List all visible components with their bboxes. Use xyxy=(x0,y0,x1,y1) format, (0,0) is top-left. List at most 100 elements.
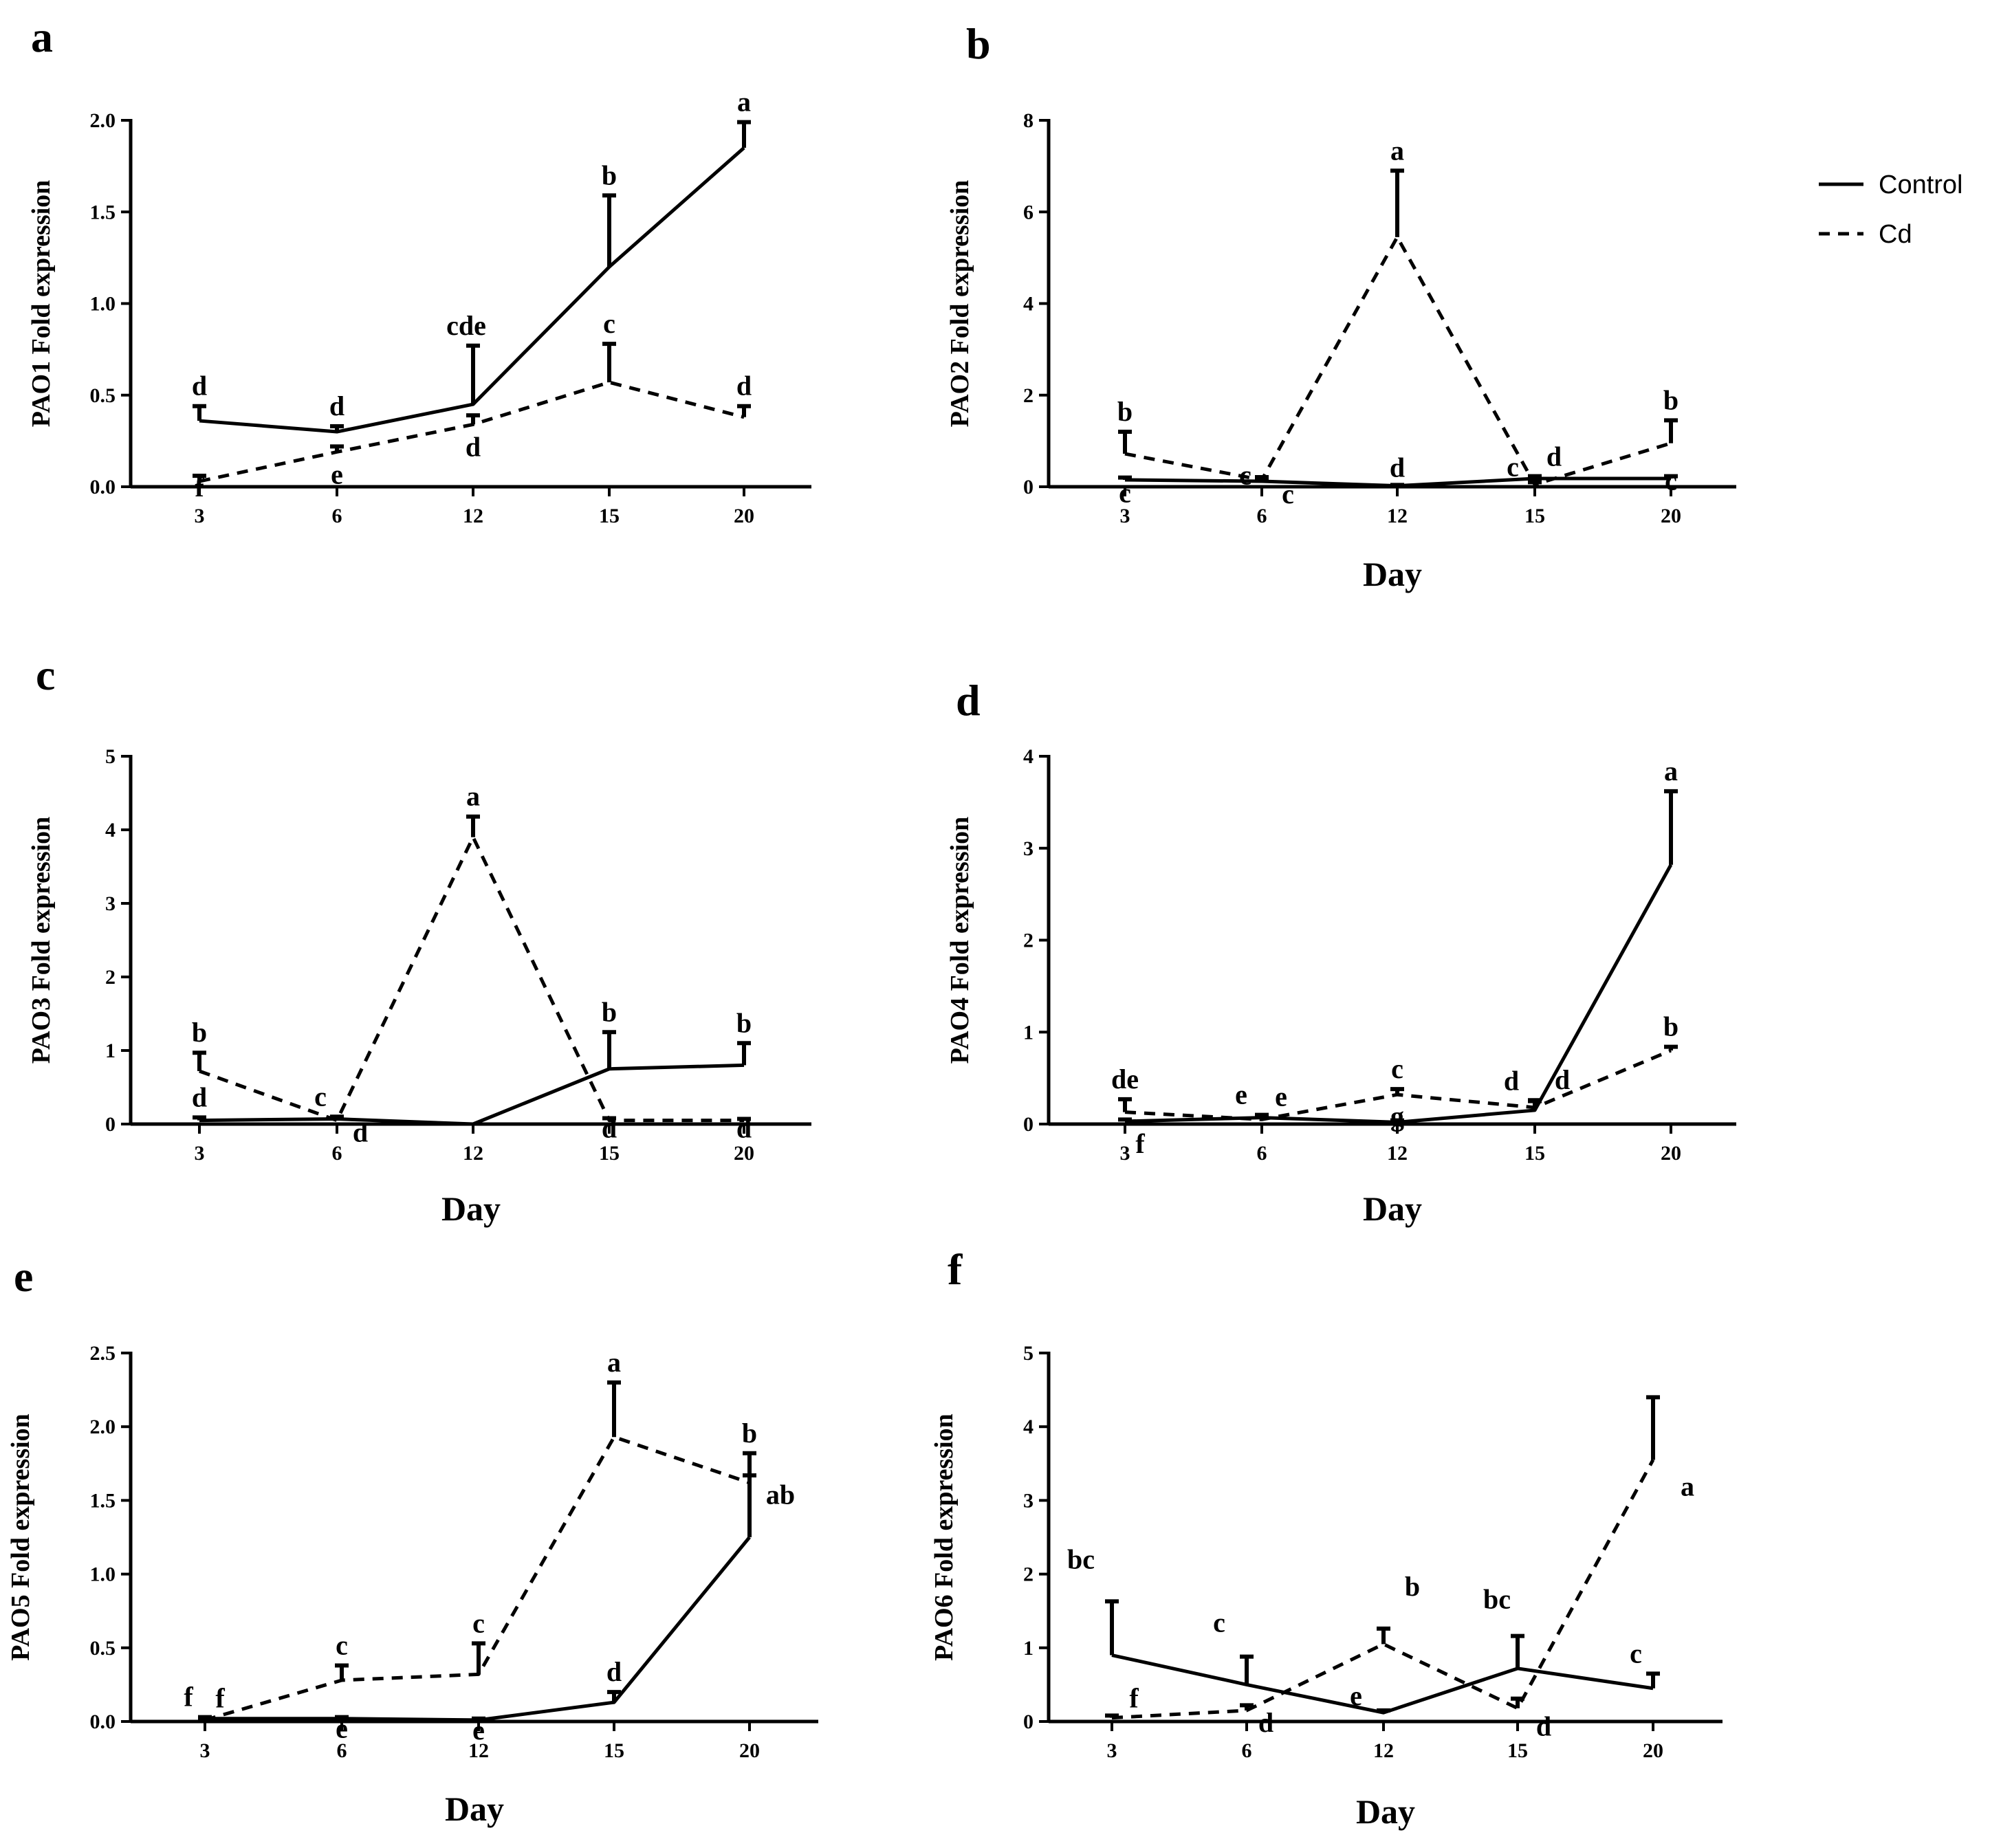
panel-b-cd-sig-label: a xyxy=(1390,135,1404,166)
panel-b-xtick-label: 6 xyxy=(1257,505,1267,527)
panel-c-xtick-label: 20 xyxy=(734,1142,754,1165)
panel-e-control-sig-label: e xyxy=(336,1713,348,1744)
panel-e-cd-sig-label: c xyxy=(472,1607,485,1638)
panel-f-ytick-label: 4 xyxy=(1023,1416,1034,1438)
panel-f-control-sig-label: c xyxy=(1213,1607,1225,1638)
panel-f-ytick-label: 3 xyxy=(1023,1489,1034,1512)
panel-b-ytick-label: 8 xyxy=(1023,109,1034,132)
panel-d-control-sig-label: d xyxy=(1504,1066,1519,1097)
panel-c-ytick-label: 3 xyxy=(105,892,116,915)
panel-f-cd-sig-label: f xyxy=(1129,1682,1139,1713)
panel-a-control-line xyxy=(199,146,745,434)
panel-f-xtick-label: 3 xyxy=(1107,1739,1117,1762)
panel-b-control-sig-label: d xyxy=(1390,452,1405,483)
panel-c-cd-line xyxy=(199,835,744,1123)
panel-d-ytick-label: 2 xyxy=(1023,930,1034,952)
panel-c-ytick-label: 4 xyxy=(105,819,116,842)
panel-b-cd-sig-label: b xyxy=(1117,396,1133,427)
panel-b-xlabel: Day xyxy=(1363,555,1422,593)
panel-c-xlabel: Day xyxy=(441,1189,501,1228)
panel-b-xtick-label: 15 xyxy=(1524,505,1545,527)
panel-a-ytick-label: 1.0 xyxy=(90,293,116,316)
panel-b-control-line xyxy=(1124,476,1671,488)
panel-d-ytick-label: 3 xyxy=(1023,837,1034,860)
panel-c-ytick-label: 1 xyxy=(105,1040,116,1062)
panel-b-ytick-label: 6 xyxy=(1023,201,1034,223)
panel-a-xtick-label: 6 xyxy=(332,505,342,527)
panel-f-cd-sig-label: d xyxy=(1258,1707,1273,1738)
panel-f-xlabel: Day xyxy=(1356,1792,1415,1831)
panel-c-cd-sig-label: d xyxy=(736,1113,752,1144)
panel-a-cd-sig-label: f xyxy=(195,472,204,503)
panel-d-xtick-label: 20 xyxy=(1661,1142,1681,1165)
panel-a-control-sig-label: d xyxy=(329,390,345,421)
panel-f-control-line xyxy=(1111,1653,1654,1715)
panel-f-cd-sig-label: a xyxy=(1681,1471,1694,1502)
panel-b-xtick-label: 3 xyxy=(1120,505,1130,527)
panel-a-xtick-label: 3 xyxy=(195,505,205,527)
panel-c-ylabel: PAO3 Fold expression xyxy=(27,817,56,1064)
panel-e-letter: e xyxy=(14,1252,33,1301)
panel-f-cd-sig-label: d xyxy=(1536,1711,1551,1742)
panel-b-cd-sig-label: b xyxy=(1663,384,1679,415)
panel-f-cd-sig-label: b xyxy=(1405,1571,1420,1602)
panel-a-cd-sig-label: e xyxy=(331,459,343,490)
panel-a-ytick-label: 1.5 xyxy=(90,201,116,223)
panel-c-control-sig-label: b xyxy=(736,1007,752,1038)
panel-e-xtick-label: 12 xyxy=(468,1739,489,1762)
panel-f-ytick-label: 0 xyxy=(1023,1710,1034,1733)
panel-c-xtick-label: 15 xyxy=(599,1142,620,1165)
panel-a-ytick-label: 2.0 xyxy=(90,109,116,132)
panel-a: a 0.0 0.5 1.0 1.5 2.0 3 6 12 15 20 PAO1 Fold expres… xyxy=(27,12,811,527)
panel-a-ytick-label: 0.5 xyxy=(90,384,116,407)
panel-c-xtick-label: 6 xyxy=(332,1142,342,1165)
panel-a-control-sig-label: d xyxy=(192,371,207,402)
panel-e-ytick-label: 0.5 xyxy=(90,1637,116,1660)
panel-e-cd-sig-label: ab xyxy=(766,1480,795,1510)
panel-c-cd-sig-label: b xyxy=(192,1017,207,1048)
panel-b-ytick-label: 0 xyxy=(1023,476,1034,498)
panel-e-ytick-label: 0.0 xyxy=(90,1710,116,1733)
panel-e-cd-sig-label: c xyxy=(336,1630,348,1661)
panel-d-cd-sig-label: e xyxy=(1275,1081,1287,1112)
panel-b-ytick-label: 4 xyxy=(1023,293,1034,316)
panel-e-cd-sig-label: a xyxy=(607,1347,621,1378)
panel-b-ytick-label: 2 xyxy=(1023,384,1034,407)
panel-e-cd-sig-label: f xyxy=(215,1683,225,1714)
panel-e-ytick-label: 1.5 xyxy=(90,1489,116,1512)
panel-a-control-sig-label: cde xyxy=(446,310,486,341)
panel-c-cd-sig-label: a xyxy=(466,781,480,812)
panel-c-control-sig-label: b xyxy=(602,996,617,1027)
panel-f-control-sig-label: bc xyxy=(1483,1584,1511,1615)
panel-b-control-sig-label: c xyxy=(1665,465,1677,496)
panel-f-letter: f xyxy=(948,1245,963,1294)
panel-f-ytick-label: 5 xyxy=(1023,1342,1034,1365)
panel-d-xtick-label: 3 xyxy=(1120,1142,1130,1165)
panel-c-ytick-label: 5 xyxy=(105,745,116,768)
panel-a-cd-line xyxy=(199,380,745,483)
panel-a-xtick-label: 20 xyxy=(734,505,754,527)
panel-e-cd-line xyxy=(204,1435,750,1722)
panel-b-xtick-label: 12 xyxy=(1387,505,1408,527)
panel-b-control-sig-label: c xyxy=(1119,478,1131,509)
panel-d-cd-sig-label: c xyxy=(1391,1053,1403,1084)
panel-f-ytick-label: 1 xyxy=(1023,1637,1034,1660)
panel-d-control-sig-label: g xyxy=(1390,1101,1404,1132)
panel-e-control-sig-label: d xyxy=(606,1656,622,1687)
panel-e-ytick-label: 2.5 xyxy=(90,1342,116,1365)
panel-b-ylabel: PAO2 Fold expression xyxy=(945,180,974,428)
panel-f-ylabel: PAO6 Fold expression xyxy=(930,1414,959,1661)
panel-e-xtick-label: 3 xyxy=(200,1739,210,1762)
panel-f-xtick-label: 20 xyxy=(1643,1739,1663,1762)
panel-a-ytick-label: 0.0 xyxy=(90,476,116,498)
panel-f-xtick-label: 6 xyxy=(1242,1739,1252,1762)
panel-e-ytick-label: 1.0 xyxy=(90,1563,116,1586)
panel-c-cd-sig-label: d xyxy=(353,1117,368,1148)
panel-f-cd-line xyxy=(1111,1459,1655,1720)
panel-f-xtick-label: 15 xyxy=(1507,1739,1528,1762)
